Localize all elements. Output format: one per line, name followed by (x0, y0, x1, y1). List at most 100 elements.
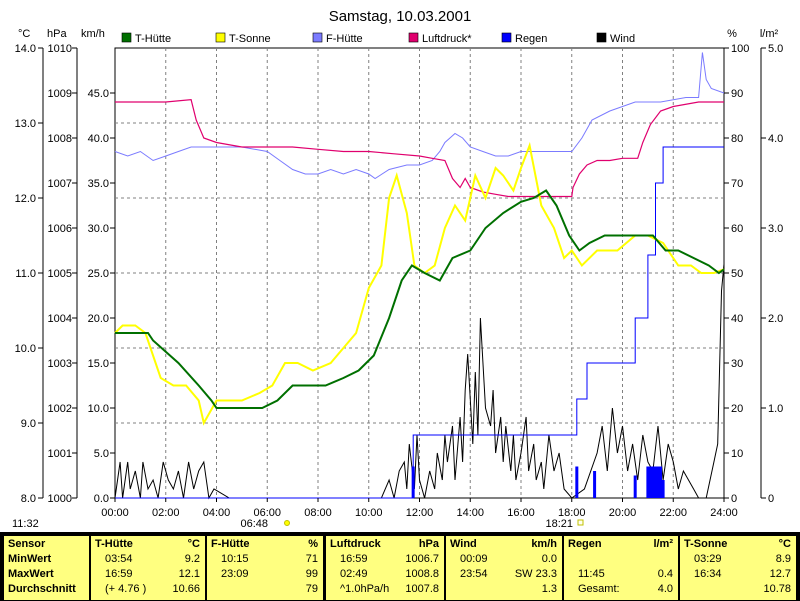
wind-tick-label: 40.0 (88, 133, 109, 145)
stats-row-label: Sensor (8, 538, 46, 550)
rain-tick-label: 5.0 (768, 43, 783, 55)
stats-time: 16:34 (694, 568, 722, 580)
rain-bar (575, 466, 579, 498)
plot-grid (115, 48, 724, 498)
sunrise-icon (284, 520, 290, 526)
wind-tick-label: 30.0 (88, 223, 109, 235)
stats-sensor-unit: °C (187, 538, 200, 550)
wind-tick-label: 0.0 (94, 493, 109, 505)
wind-tick-label: 10.0 (88, 403, 109, 415)
stats-row-label: MaxWert (8, 568, 54, 580)
stats-sensor-name: Regen (568, 538, 602, 550)
sunset-icon (577, 519, 584, 526)
stats-time: (+ 4.76 ) (105, 583, 147, 595)
hut-temperature-line (115, 189, 725, 409)
stats-time: 16:59 (340, 553, 368, 565)
legend-swatch (121, 32, 132, 43)
stats-panel-header: Regen l/m² (564, 537, 678, 552)
legend-swatch (312, 32, 323, 43)
stats-sensor-name: Luftdruck (330, 538, 381, 550)
x-tick-label: 10:00 (355, 507, 383, 519)
x-tick-label: 20:00 (609, 507, 637, 519)
x-tick-label: 18:00 (558, 507, 586, 519)
temp-tick-label: 11.0 (15, 268, 36, 280)
stats-value-row: 10.78 (680, 582, 796, 597)
stats-value: 12.7 (769, 568, 791, 580)
pressure-tick-label: 1002 (48, 403, 72, 415)
legend-label: Regen (515, 33, 547, 45)
rain-bar (646, 466, 650, 498)
stats-panel-header: T-Hütte °C (91, 537, 205, 552)
legend-swatch (596, 32, 607, 43)
sunset-time: 18:21 (545, 518, 573, 530)
x-tick-label: 12:00 (406, 507, 434, 519)
stats-panel-header: F-Hütte% (207, 537, 323, 552)
wind-tick-label: 35.0 (88, 178, 109, 190)
statistics-table: Sensor MinWert MaxWert Durchschnitt T-Hütte °… (0, 532, 800, 601)
legend: T-Hütte T-Sonne F-Hütte Luftdruck* Regen Wind (121, 32, 635, 45)
rain-bar (633, 475, 637, 498)
rain-tick-label: 4.0 (768, 133, 783, 145)
stats-value: 1008.8 (405, 568, 439, 580)
x-tick-label: 16:00 (507, 507, 535, 519)
pressure-tick-label: 1010 (48, 43, 72, 55)
stats-value-row: 16:34 12.7 (680, 567, 796, 582)
temp-tick-label: 9.0 (21, 418, 36, 430)
x-tick-label: 00:00 (101, 507, 129, 519)
stats-value-row: ^1.0hPa/h 1007.8 (326, 582, 444, 597)
stats-value: 1006.7 (405, 553, 439, 565)
stats-value-row: 11:45 0.4 (564, 567, 678, 582)
stats-time: 16:59 (105, 568, 133, 580)
rain-tick-label: 2.0 (768, 313, 783, 325)
stats-sensor-name: F-Hütte (211, 538, 250, 550)
stats-panel-header: Wind km/h (446, 537, 562, 552)
stats-sensor-unit: km/h (531, 538, 557, 550)
stats-value-row: Gesamt: 4.0 (564, 582, 678, 597)
stats-sensor-unit: hPa (418, 538, 439, 550)
x-tick-label: 14:00 (456, 507, 484, 519)
rain-bar (659, 466, 663, 498)
rain-tick-label: 3.0 (768, 223, 783, 235)
rain-bar (648, 466, 652, 498)
stats-value-row: (+ 4.76 ) 10.66 (91, 582, 205, 597)
wind-tick-label: 20.0 (88, 313, 109, 325)
stats-value-row: 10:15 71 (207, 552, 323, 567)
current-time: 11:32 (12, 518, 39, 530)
rain-bar (653, 466, 657, 498)
legend-label: Wind (610, 33, 635, 45)
stats-sensor-name: T-Hütte (95, 538, 133, 550)
wind-tick-label: 15.0 (88, 358, 109, 370)
stats-value-row: 03:54 9.2 (91, 552, 205, 567)
stats-value: 99 (305, 568, 318, 580)
stats-sensor-name: T-Sonne (684, 538, 728, 550)
legend-label: Luftdruck* (422, 33, 472, 45)
pressure-tick-label: 1008 (48, 133, 72, 145)
left-axis-ticks: 14.0 13.0 12.0 11.0 10.0 9.0 8.0 1010 1009 1008 10… (15, 43, 115, 505)
weather-chart: Samstag, 10.03.2001 °C hPa km/h % l/m² T… (12, 8, 784, 530)
humidity-tick-label: 10 (731, 448, 743, 460)
humidity-tick-label: 60 (731, 223, 743, 235)
pressure-tick-label: 1007 (48, 178, 72, 190)
humidity-line (114, 52, 725, 180)
rain-cumulative-line (115, 146, 724, 499)
stats-time: 00:09 (460, 553, 488, 565)
stats-value: SW 23.3 (514, 568, 557, 580)
x-tick-label: 04:00 (203, 507, 231, 519)
stats-time: 23:54 (460, 568, 488, 580)
rain-bar (656, 466, 660, 498)
stats-value: 10.66 (172, 583, 200, 595)
temp-tick-label: 12.0 (15, 193, 36, 205)
stats-panel-header: T-Sonne °C (680, 537, 796, 552)
stats-value-row: 23:09 99 (207, 567, 323, 582)
stats-row-label: Durchschnitt (8, 583, 76, 595)
legend-swatch (501, 32, 512, 43)
legend-swatch (215, 32, 226, 43)
pressure-line (115, 99, 724, 198)
legend-label: T-Hütte (135, 33, 171, 45)
stats-value: 79 (305, 583, 318, 595)
stats-time: 02:49 (340, 568, 368, 580)
pressure-axis-unit: hPa (47, 28, 67, 40)
stats-value-row: 16:59 1006.7 (326, 552, 444, 567)
stats-time: 03:29 (694, 553, 722, 565)
